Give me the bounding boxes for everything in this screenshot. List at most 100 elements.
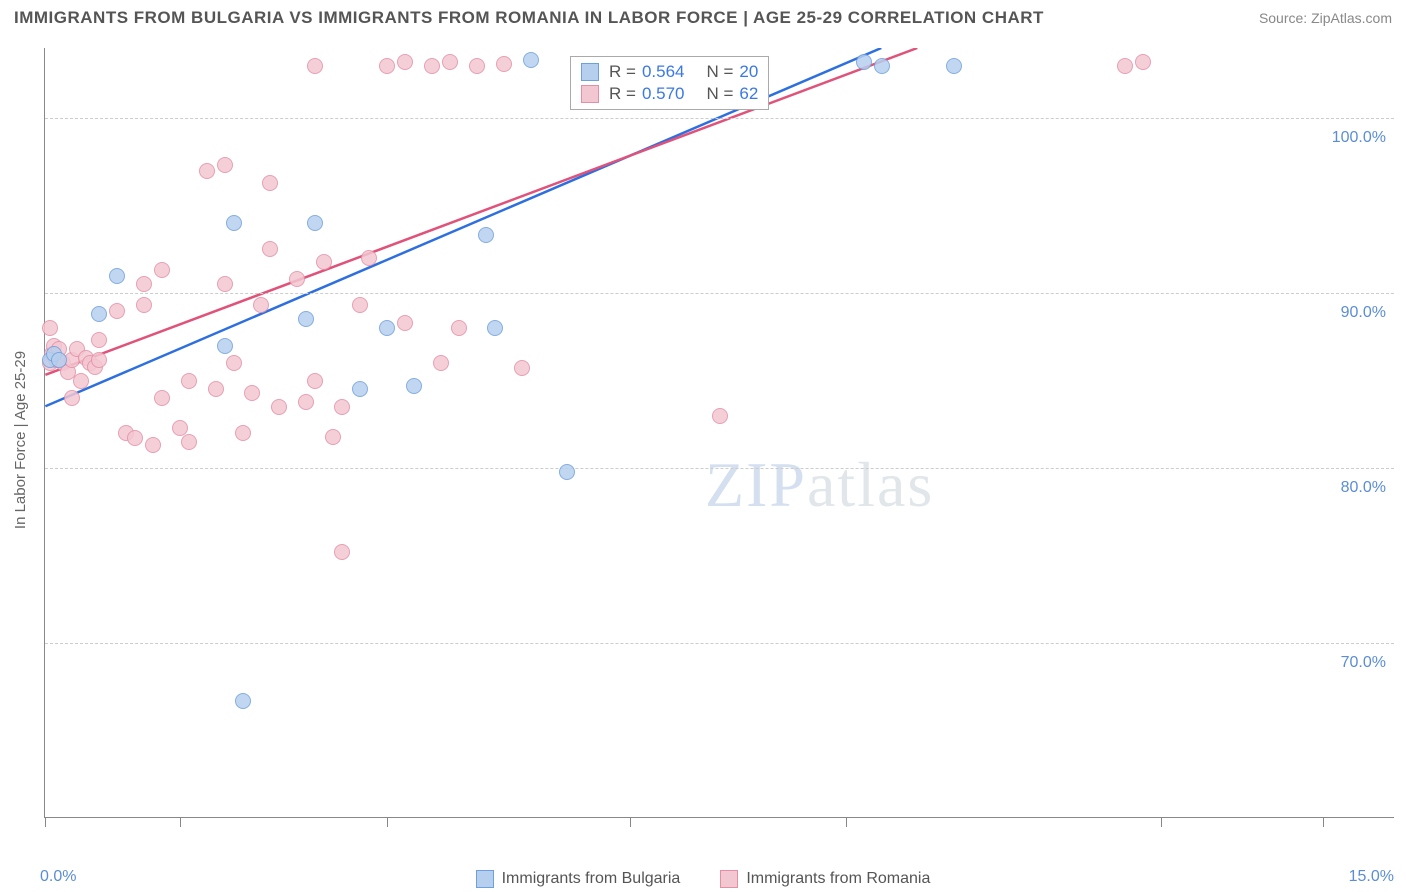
data-point	[946, 58, 962, 74]
data-point	[514, 360, 530, 376]
data-point	[51, 352, 67, 368]
data-point	[91, 306, 107, 322]
stats-row: R = 0.570 N = 62	[581, 83, 758, 105]
data-point	[244, 385, 260, 401]
data-point	[559, 464, 575, 480]
y-tick-label: 80.0%	[1341, 479, 1386, 497]
data-point	[91, 332, 107, 348]
data-point	[361, 250, 377, 266]
data-point	[181, 434, 197, 450]
gridline	[45, 643, 1394, 644]
data-point	[226, 215, 242, 231]
legend-label: Immigrants from Romania	[746, 870, 930, 888]
data-point	[487, 320, 503, 336]
data-point	[109, 303, 125, 319]
data-point	[352, 297, 368, 313]
x-axis-max-label: 15.0%	[1349, 868, 1394, 886]
x-tick	[45, 817, 46, 827]
legend-swatch	[476, 870, 494, 888]
data-point	[154, 262, 170, 278]
data-point	[136, 276, 152, 292]
legend-item: Immigrants from Romania	[720, 870, 930, 888]
data-point	[424, 58, 440, 74]
data-point	[217, 338, 233, 354]
legend-swatch	[720, 870, 738, 888]
data-point	[208, 381, 224, 397]
data-point	[262, 241, 278, 257]
data-point	[289, 271, 305, 287]
data-point	[856, 54, 872, 70]
legend-swatch	[581, 63, 599, 81]
data-point	[145, 437, 161, 453]
data-point	[316, 254, 332, 270]
data-point	[334, 544, 350, 560]
correlation-stats-box: R =0.564N =20R =0.570N =62	[570, 56, 769, 110]
gridline	[45, 293, 1394, 294]
data-point	[352, 381, 368, 397]
gridline	[45, 118, 1394, 119]
x-tick	[387, 817, 388, 827]
r-value: 0.570	[642, 84, 685, 104]
x-tick	[1161, 817, 1162, 827]
data-point	[397, 54, 413, 70]
legend-label: Immigrants from Bulgaria	[502, 870, 681, 888]
data-point	[442, 54, 458, 70]
data-point	[334, 399, 350, 415]
data-point	[478, 227, 494, 243]
x-tick	[846, 817, 847, 827]
n-label: N =	[706, 62, 733, 82]
data-point	[307, 58, 323, 74]
data-point	[217, 157, 233, 173]
data-point	[271, 399, 287, 415]
source-label: Source: ZipAtlas.com	[1259, 10, 1392, 26]
data-point	[136, 297, 152, 313]
scatter-plot: ZIPatlas 70.0% 80.0% 90.0% 100.0%	[44, 48, 1394, 818]
data-point	[253, 297, 269, 313]
data-point	[235, 425, 251, 441]
legend-item: Immigrants from Bulgaria	[476, 870, 681, 888]
x-tick	[1323, 817, 1324, 827]
data-point	[397, 315, 413, 331]
data-point	[433, 355, 449, 371]
data-point	[73, 373, 89, 389]
x-tick	[180, 817, 181, 827]
data-point	[235, 693, 251, 709]
data-point	[181, 373, 197, 389]
r-label: R =	[609, 84, 636, 104]
trend-line	[45, 48, 917, 375]
data-point	[91, 352, 107, 368]
data-point	[154, 390, 170, 406]
legend: Immigrants from Bulgaria Immigrants from …	[0, 870, 1406, 888]
data-point	[451, 320, 467, 336]
data-point	[298, 311, 314, 327]
data-point	[325, 429, 341, 445]
data-point	[42, 320, 58, 336]
y-tick-label: 100.0%	[1332, 129, 1386, 147]
y-tick-label: 90.0%	[1341, 304, 1386, 322]
y-tick-label: 70.0%	[1341, 654, 1386, 672]
data-point	[127, 430, 143, 446]
gridline	[45, 468, 1394, 469]
n-value: 20	[739, 62, 758, 82]
data-point	[1117, 58, 1133, 74]
r-label: R =	[609, 62, 636, 82]
data-point	[262, 175, 278, 191]
data-point	[874, 58, 890, 74]
data-point	[217, 276, 233, 292]
data-point	[298, 394, 314, 410]
data-point	[109, 268, 125, 284]
data-point	[1135, 54, 1151, 70]
watermark: ZIPatlas	[705, 448, 934, 522]
data-point	[307, 373, 323, 389]
x-tick	[630, 817, 631, 827]
y-axis-label: In Labor Force | Age 25-29	[12, 351, 29, 529]
data-point	[469, 58, 485, 74]
data-point	[226, 355, 242, 371]
legend-swatch	[581, 85, 599, 103]
n-value: 62	[739, 84, 758, 104]
n-label: N =	[706, 84, 733, 104]
data-point	[712, 408, 728, 424]
data-point	[406, 378, 422, 394]
data-point	[379, 320, 395, 336]
data-point	[307, 215, 323, 231]
